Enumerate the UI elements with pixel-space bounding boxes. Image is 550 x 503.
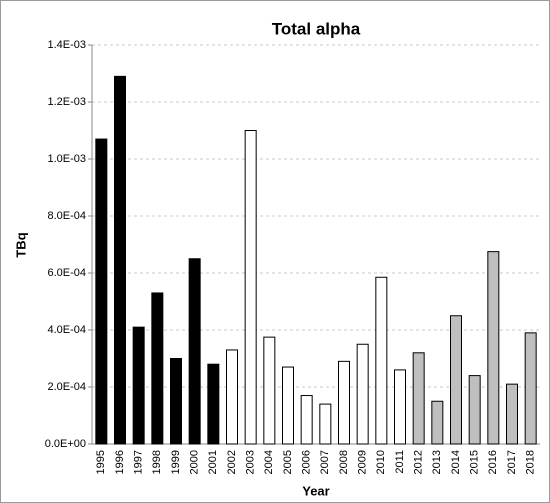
x-tick-label: 2017 bbox=[506, 450, 518, 474]
x-tick-label: 2009 bbox=[357, 450, 369, 474]
x-tick-label: 2011 bbox=[394, 450, 406, 474]
bar bbox=[95, 138, 108, 445]
x-tick-label: 1999 bbox=[170, 450, 182, 474]
bar bbox=[356, 343, 369, 445]
x-tick-label: 1996 bbox=[114, 450, 126, 474]
bar bbox=[244, 130, 257, 445]
x-tick-label: 2003 bbox=[245, 450, 257, 474]
x-tick-label: 1998 bbox=[151, 450, 163, 474]
x-tick-label: 2018 bbox=[525, 450, 537, 474]
bar bbox=[431, 400, 444, 445]
bar bbox=[468, 375, 481, 445]
bar bbox=[300, 395, 313, 445]
y-tick-label: 1.4E-03 bbox=[47, 39, 86, 51]
x-tick-label: 2014 bbox=[450, 450, 462, 474]
chart-title: Total alpha bbox=[272, 19, 361, 38]
bar bbox=[151, 292, 164, 445]
x-tick-label: 2015 bbox=[469, 450, 481, 474]
x-tick-label: 2012 bbox=[413, 450, 425, 474]
x-tick-label: 2016 bbox=[487, 450, 499, 474]
bar bbox=[207, 363, 220, 445]
bar bbox=[524, 332, 537, 445]
bar bbox=[170, 358, 182, 445]
bar bbox=[226, 349, 238, 445]
x-tick-label: 1995 bbox=[95, 450, 107, 474]
x-tick-label: 2005 bbox=[282, 450, 294, 474]
bar bbox=[132, 326, 145, 445]
x-tick-label: 2006 bbox=[301, 450, 313, 474]
bar bbox=[319, 403, 332, 445]
bar bbox=[506, 383, 518, 445]
x-tick-label: 2004 bbox=[263, 450, 275, 474]
bar bbox=[282, 366, 294, 445]
x-tick-label: 2013 bbox=[431, 450, 443, 474]
y-tick-label: 4.0E-04 bbox=[47, 324, 86, 336]
bar bbox=[338, 360, 350, 445]
bar bbox=[375, 276, 388, 445]
x-tick-label: 1997 bbox=[133, 450, 145, 474]
x-tick-label: 2000 bbox=[189, 450, 201, 474]
y-tick-label: 1.0E-03 bbox=[47, 153, 86, 165]
x-tick-label: 2007 bbox=[319, 450, 331, 474]
y-axis-label: TBq bbox=[13, 232, 28, 257]
bar bbox=[114, 75, 126, 445]
y-tick-label: 6.0E-04 bbox=[47, 267, 86, 279]
x-tick-label: 2002 bbox=[226, 450, 238, 474]
x-tick-label: 2008 bbox=[338, 450, 350, 474]
y-tick-label: 8.0E-04 bbox=[47, 210, 86, 222]
bar bbox=[450, 315, 462, 445]
y-tick-label: 0.0E+00 bbox=[45, 438, 86, 450]
bar bbox=[394, 369, 406, 445]
x-axis-label: Year bbox=[302, 483, 329, 498]
bar bbox=[263, 336, 276, 445]
y-tick-label: 1.2E-03 bbox=[47, 96, 86, 108]
bar bbox=[487, 251, 500, 445]
y-tick-label: 2.0E-04 bbox=[47, 381, 86, 393]
x-tick-label: 2001 bbox=[207, 450, 219, 474]
x-tick-label: 2010 bbox=[375, 450, 387, 474]
bar bbox=[412, 352, 425, 445]
bar bbox=[188, 258, 201, 445]
